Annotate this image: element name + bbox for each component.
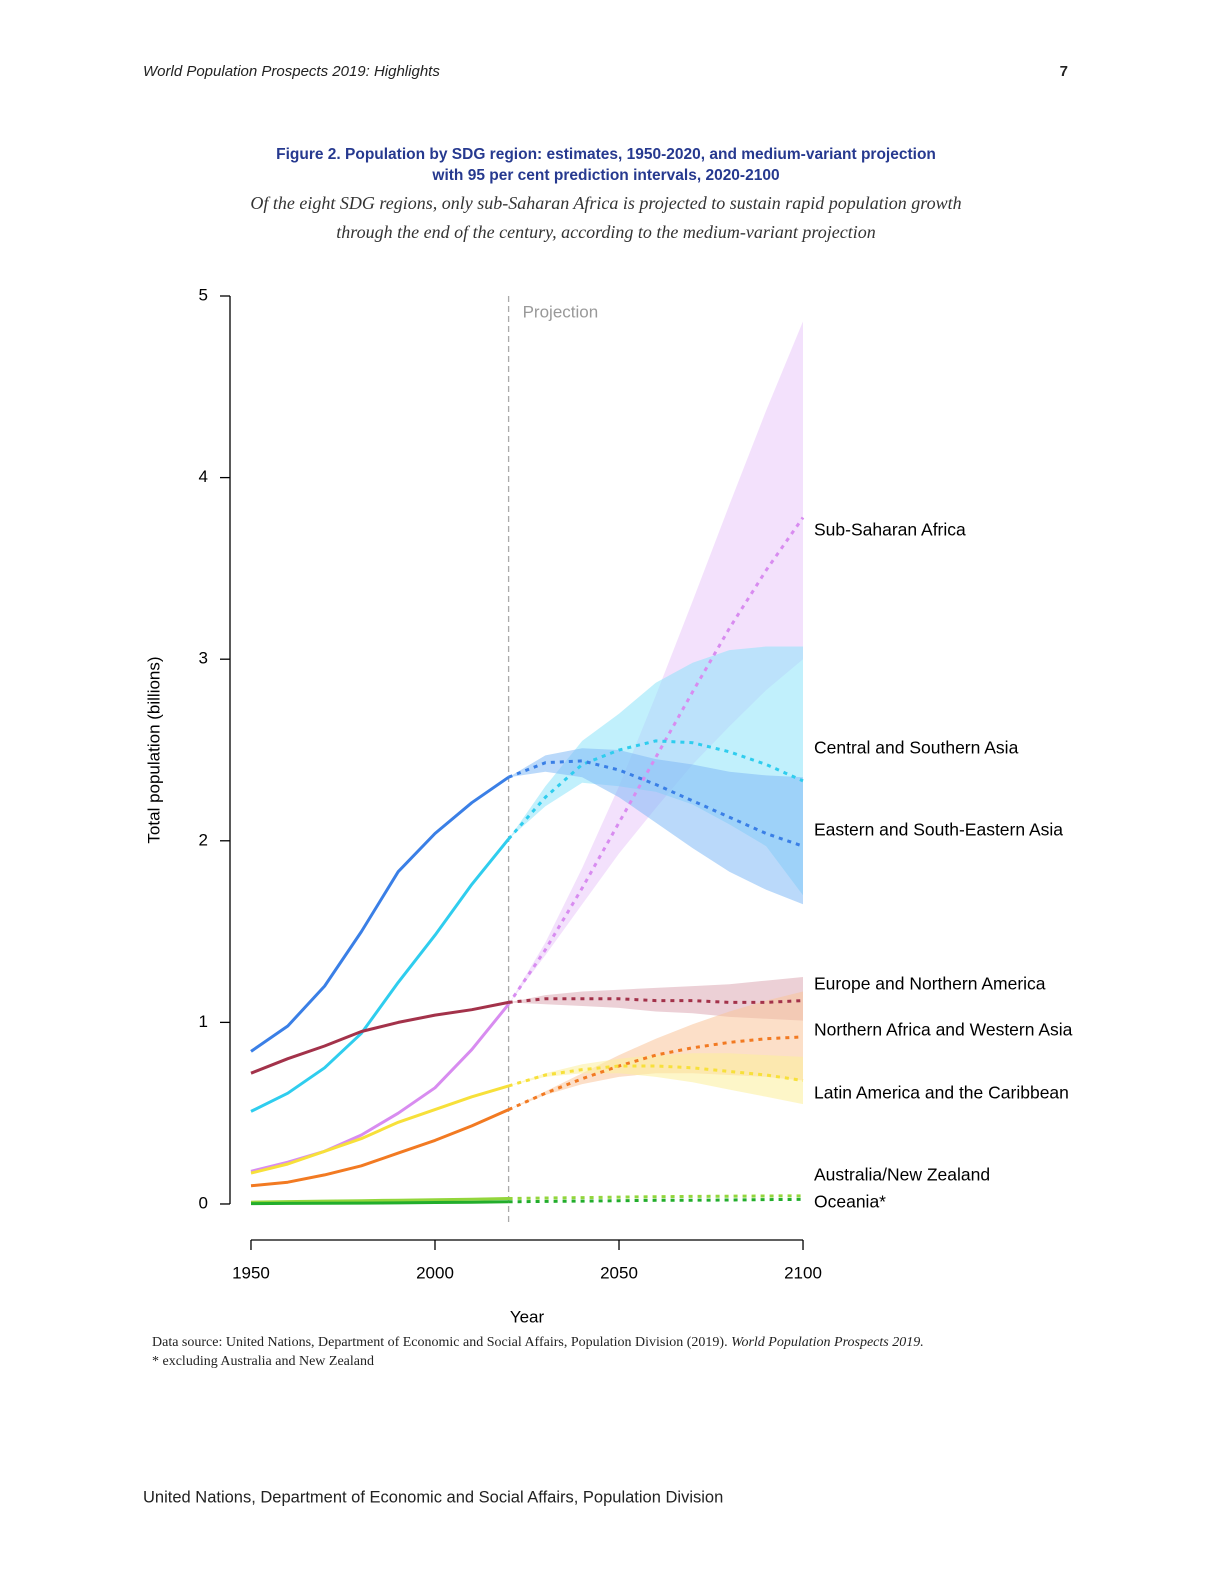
y-tick-label: 5 (199, 285, 208, 304)
x-axis-label: Year (510, 1307, 545, 1326)
footer: United Nations, Department of Economic a… (143, 1488, 723, 1506)
prediction-interval (508, 1053, 803, 1105)
x-tick-label: 2000 (416, 1263, 454, 1282)
series-label: Europe and Northern America (814, 974, 1046, 994)
prediction-interval (508, 977, 803, 1021)
chart-subtitle: Of the eight SDG regions, only sub-Sahar… (250, 193, 961, 213)
running-title: World Population Prospects 2019: Highlig… (143, 63, 440, 80)
estimate-line (250, 838, 510, 1113)
footnote: * excluding Australia and New Zealand (152, 1354, 374, 1369)
series-label: Central and Southern Asia (814, 738, 1019, 758)
page-number: 7 (1060, 63, 1068, 80)
projection-label: Projection (523, 302, 599, 321)
estimate-line (250, 1200, 509, 1206)
source-note: Data source: United Nations, Department … (152, 1335, 924, 1350)
estimate-line (250, 775, 510, 1053)
series-label: Latin America and the Caribbean (814, 1083, 1069, 1103)
series-label: Australia/New Zealand (814, 1165, 990, 1185)
y-tick-label: 1 (199, 1012, 208, 1031)
y-axis-label: Total population (billions) (144, 656, 163, 843)
chart-title: with 95 per cent prediction intervals, 2… (431, 167, 779, 184)
x-tick-label: 2050 (600, 1263, 638, 1282)
source-title: World Population Prospects 2019. (731, 1335, 924, 1350)
projection-line-series (508, 1197, 804, 1204)
estimate-line (250, 1084, 510, 1175)
chart-title: Figure 2. Population by SDG region: esti… (276, 146, 936, 163)
source-text: Data source: United Nations, Department … (152, 1335, 731, 1350)
series-label: Eastern and South-Eastern Asia (814, 820, 1063, 840)
estimate-line (250, 1000, 509, 1075)
x-tick-label: 1950 (232, 1263, 270, 1282)
series-label: Oceania* (814, 1192, 886, 1212)
prediction-interval (508, 991, 803, 1110)
y-tick-label: 0 (199, 1193, 208, 1212)
projection-line-series (508, 1194, 804, 1200)
estimate-line (250, 1197, 509, 1204)
projection-line-series (507, 739, 804, 840)
x-tick-label: 2100 (784, 1263, 822, 1282)
plot: 0 1 2 3 4 5 1950 2000 2050 2100 Projection Sub-Saha… (199, 285, 1073, 1282)
y-tick-label: 4 (199, 467, 208, 486)
chart-subtitle: through the end of the century, accordin… (336, 222, 875, 242)
y-tick-label: 3 (199, 649, 208, 668)
y-tick-label: 2 (199, 830, 208, 849)
series-label: Northern Africa and Western Asia (814, 1020, 1073, 1040)
series-label: Sub-Saharan Africa (814, 520, 966, 540)
estimate-line (250, 1108, 510, 1188)
prediction-interval (508, 748, 803, 905)
projection-line-series (508, 759, 804, 848)
projection-line-series (508, 997, 804, 1004)
